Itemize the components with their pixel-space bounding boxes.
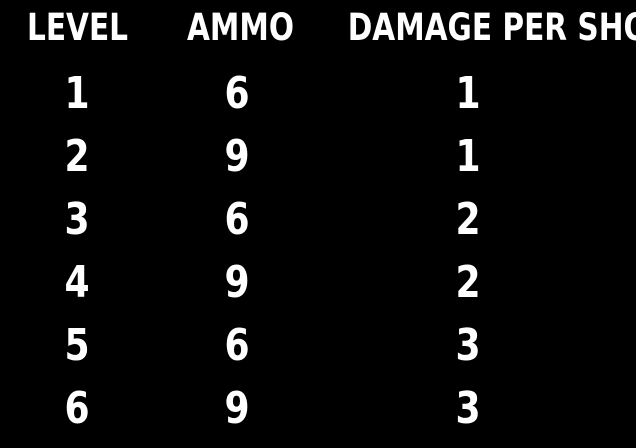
table-header-row: LEVEL AMMO DAMAGE PER SHOT [0,0,636,56]
column-header-ammo: AMMO [187,6,294,49]
cell-ammo: 6 [224,320,250,371]
cell-level: 5 [64,320,90,371]
table-row: 2 9 1 [0,125,636,188]
cell-damage: 3 [455,383,481,434]
cell-damage: 2 [455,194,481,245]
cell-ammo: 9 [224,383,250,434]
table-body: 1 6 1 2 9 1 3 6 2 4 9 2 5 6 3 6 9 3 [0,56,636,448]
cell-level: 4 [64,257,90,308]
cell-damage: 1 [455,68,481,119]
cell-ammo: 9 [224,131,250,182]
cell-ammo: 6 [224,68,250,119]
table-row: 4 9 2 [0,251,636,314]
cell-damage: 3 [455,320,481,371]
table-row: 3 6 2 [0,188,636,251]
column-header-damage-per-shot: DAMAGE PER SHOT [347,6,636,49]
column-header-level: LEVEL [26,6,129,49]
cell-damage: 2 [455,257,481,308]
table-row: 1 6 1 [0,62,636,125]
table-row: 6 9 3 [0,377,636,440]
cell-ammo: 9 [224,257,250,308]
cell-level: 6 [64,383,90,434]
cell-level: 2 [64,131,90,182]
cell-damage: 1 [455,131,481,182]
cell-ammo: 6 [224,194,250,245]
table-row: 5 6 3 [0,314,636,377]
cell-level: 1 [64,68,90,119]
cell-level: 3 [64,194,90,245]
